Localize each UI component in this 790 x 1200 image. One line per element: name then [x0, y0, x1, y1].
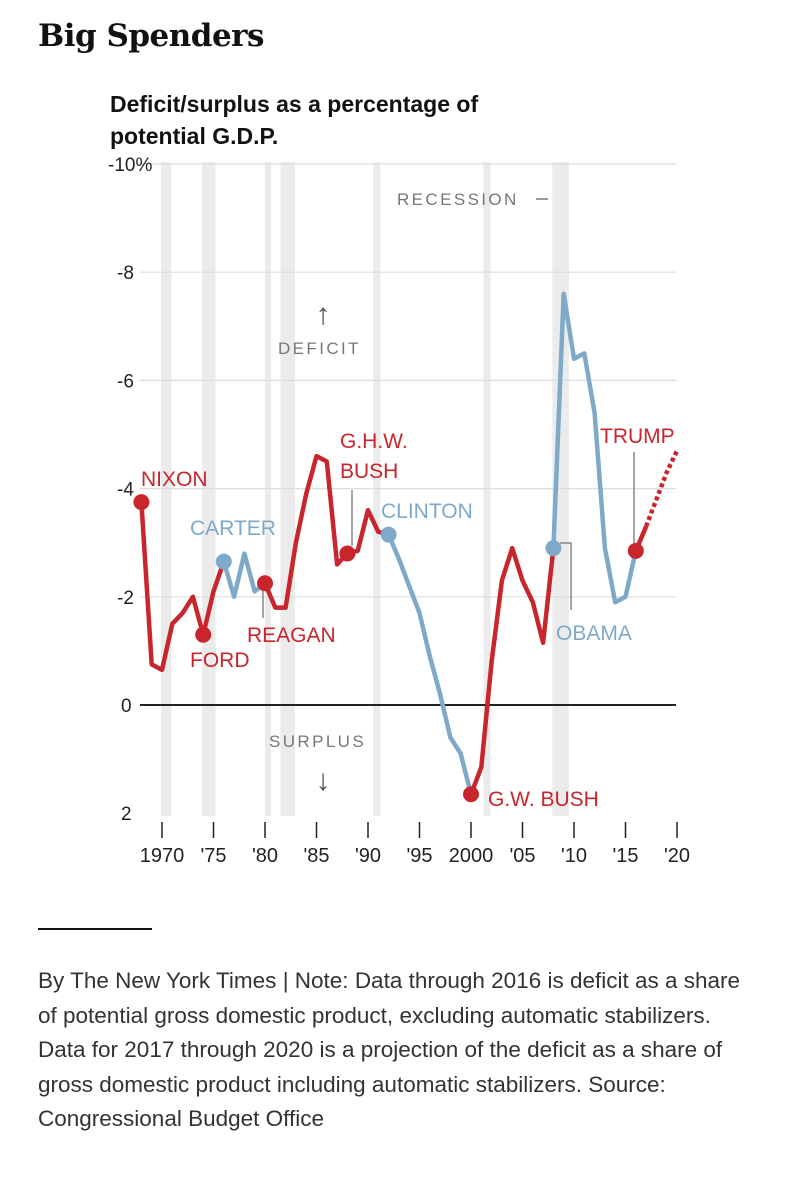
label-leader-lines	[262, 452, 635, 618]
y-tick-label: -2	[117, 588, 134, 609]
footer-rule	[38, 928, 152, 930]
x-tick-label: '05	[509, 845, 535, 867]
president-labels: NIXON FORD CARTER REAGAN G.H.W. BUSH CLINTON G.…	[141, 425, 675, 811]
term-start-markers	[133, 494, 644, 803]
label-g-h-w-bush-line: BUSH	[340, 460, 398, 483]
deficit-line-chart: -10% -8 -6 -4 -2 0 2 1970 '75 '80 '85 '90 '95 2000 '0…	[108, 155, 690, 867]
marker-ford	[195, 626, 212, 643]
x-tick-label: '15	[612, 845, 638, 867]
x-tick-label: 2000	[449, 845, 494, 867]
marker-g-w-bush	[463, 786, 479, 803]
series-line-trump-projection	[643, 449, 680, 528]
series-line-ford	[200, 559, 227, 637]
annotations: RECESSION ↑ DEFICIT SURPLUS ↓	[269, 190, 548, 797]
grid-lines	[140, 163, 676, 706]
marker-clinton	[380, 526, 397, 543]
y-tick-label: -8	[117, 263, 134, 284]
label-clinton: CLINTON	[381, 500, 473, 523]
deficit-arrow-icon: ↑	[316, 298, 331, 331]
marker-trump	[627, 542, 644, 559]
y-tick-label: -6	[117, 371, 134, 392]
label-g-h-w-bush-line: G.H.W.	[340, 430, 408, 453]
x-tick-label: '90	[355, 845, 381, 867]
marker-reagan	[257, 575, 273, 592]
chart-title: Big Spenders	[38, 18, 264, 54]
x-tick-label: '95	[406, 845, 432, 867]
marker-carter	[215, 553, 232, 570]
label-trump: TRUMP	[600, 425, 675, 448]
label-carter: CARTER	[190, 517, 276, 540]
deficit-label: DEFICIT	[278, 339, 361, 358]
x-tick-label: '85	[303, 845, 329, 867]
y-tick-label: 0	[121, 696, 132, 717]
marker-nixon	[133, 494, 150, 511]
label-ford: FORD	[190, 649, 250, 672]
x-axis: 1970 '75 '80 '85 '90 '95 2000 '05 '10 '15 '20	[140, 822, 690, 867]
series-line-nixon	[139, 499, 206, 673]
label-g-w-bush: G.W. BUSH	[488, 788, 599, 811]
chart-subtitle: Deficit/surplus as a percentage of poten…	[110, 91, 479, 149]
x-tick-label: 1970	[140, 845, 185, 867]
y-axis-ticks: -10% -8 -6 -4 -2 0 2	[108, 155, 152, 825]
marker-obama	[545, 540, 562, 557]
x-tick-label: '10	[561, 845, 587, 867]
series-lines	[139, 291, 680, 797]
label-reagan: REAGAN	[247, 624, 336, 647]
label-nixon: NIXON	[141, 468, 208, 491]
marker-g-h-w-bush	[339, 545, 356, 562]
source-note: By The New York Times | Note: Data throu…	[38, 968, 741, 1131]
x-tick-label: '80	[252, 845, 278, 867]
x-tick-label: '20	[664, 845, 690, 867]
label-g-h-w-bush: G.H.W. BUSH	[340, 430, 408, 483]
series-line-g-w-bush	[468, 545, 556, 797]
series-line-reagan	[262, 453, 350, 610]
obama-leader-line	[560, 542, 572, 610]
recession-label: RECESSION	[397, 190, 519, 209]
series-line-carter	[221, 551, 268, 600]
y-tick-label: -10%	[108, 155, 152, 176]
surplus-arrow-icon: ↓	[316, 764, 331, 797]
y-tick-label: -4	[117, 480, 134, 501]
surplus-label: SURPLUS	[269, 732, 366, 751]
series-line-clinton	[386, 532, 474, 797]
label-obama: OBAMA	[556, 622, 632, 645]
series-line-obama	[551, 291, 639, 605]
x-tick-label: '75	[200, 845, 226, 867]
y-tick-label: 2	[121, 804, 132, 825]
